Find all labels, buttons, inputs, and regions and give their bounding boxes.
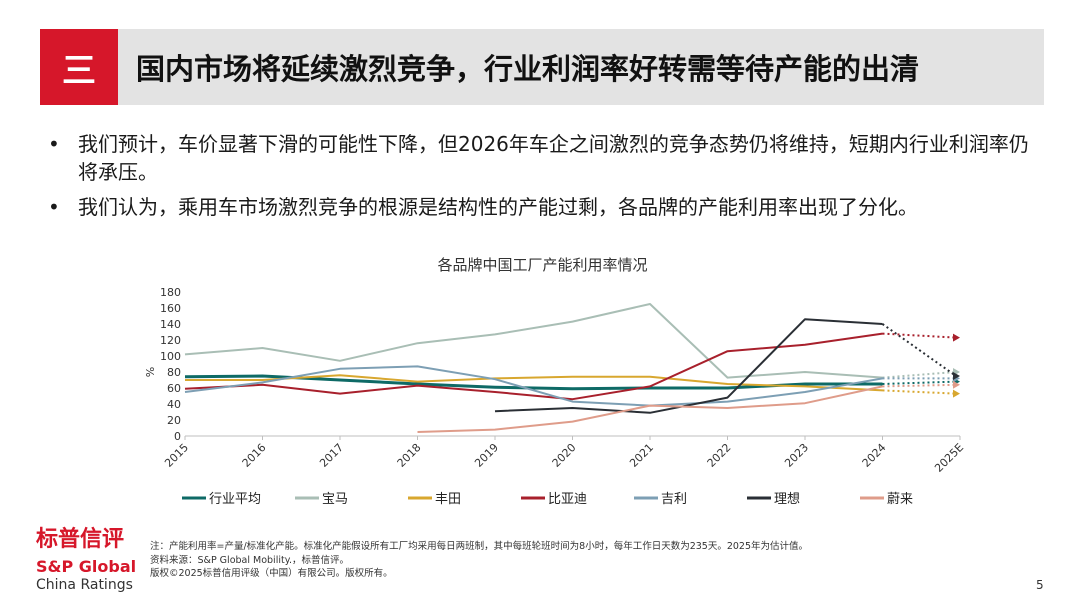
series-forecast-line xyxy=(882,383,957,388)
bullet-dot-icon: • xyxy=(48,132,60,156)
x-tick-label: 2021 xyxy=(627,441,656,470)
capacity-utilization-chart: 各品牌中国工厂产能利用率情况% 0 20 40 60 80 100 120 140 160 180 2… xyxy=(140,250,970,520)
x-tick-label: 2022 xyxy=(705,441,734,470)
series-forecast-line xyxy=(882,380,957,385)
legend-label: 行业平均 xyxy=(209,492,261,507)
title-bar xyxy=(40,29,1044,105)
bullet-text: 我们预计，车价显著下滑的可能性下降，但2026年车企之间激烈的竞争态势仍将维持，… xyxy=(78,132,1029,184)
bullet-text: 我们认为，乘用车市场激烈竞争的根源是结构性的产能过剩，各品牌的产能利用率出现了分… xyxy=(78,195,918,219)
series-line xyxy=(494,318,883,414)
x-tick-label: 2015 xyxy=(162,441,191,470)
section-number-badge: 三 xyxy=(40,29,118,105)
forecast-arrow-icon xyxy=(953,389,960,398)
footnote-definition: 注：产能利用率=产量/标准化产能。标准化产能假设所有工厂均采用每日两班制，其中每… xyxy=(150,541,809,552)
forecast-arrow-icon xyxy=(953,333,960,342)
series-line xyxy=(184,332,883,401)
logo-line-cn: 标普信评 xyxy=(36,527,125,552)
x-tick-label: 2017 xyxy=(317,441,346,470)
legend-label: 比亚迪 xyxy=(548,492,587,507)
y-axis-label: % xyxy=(144,367,157,377)
bullet-list: • 我们预计，车价显著下滑的可能性下降，但2026年车企之间激烈的竞争态势仍将维持… xyxy=(48,130,1048,228)
x-tick-label: 2023 xyxy=(782,441,811,470)
logo-line-brand: S&P Global xyxy=(36,557,137,576)
page-title: 国内市场将延续激烈竞争，行业利润率好转需等待产能的出清 xyxy=(136,52,920,86)
legend-label: 丰田 xyxy=(435,492,461,507)
y-tick-label: 20 xyxy=(167,414,181,427)
legend-label: 蔚来 xyxy=(887,492,913,507)
page-number: 5 xyxy=(1036,578,1044,592)
x-tick-label: 2020 xyxy=(550,441,579,470)
series-forecast-line xyxy=(881,323,957,377)
legend-label: 理想 xyxy=(774,491,800,507)
chart-svg: 各品牌中国工厂产能利用率情况% 0 20 40 60 80 100 120 140 160 180 2… xyxy=(144,256,966,507)
x-tick-label: 2016 xyxy=(240,441,269,470)
series-line xyxy=(184,365,883,407)
series-forecast-line xyxy=(882,389,957,395)
chart-title: 各品牌中国工厂产能利用率情况 xyxy=(437,256,647,274)
series-line xyxy=(184,303,883,379)
x-tick-label: 2018 xyxy=(395,441,424,470)
series-line xyxy=(417,385,883,433)
bullet-dot-icon: • xyxy=(48,195,60,219)
y-tick-label: 40 xyxy=(167,398,181,411)
x-tick-label: 2025E xyxy=(932,441,966,475)
y-tick-label: 120 xyxy=(160,334,181,347)
y-tick-label: 140 xyxy=(160,318,181,331)
footnotes: 注：产能利用率=产量/标准化产能。标准化产能假设所有工厂均采用每日两班制，其中每… xyxy=(150,540,808,581)
logo-line-sub: China Ratings xyxy=(36,577,133,593)
legend-label: 吉利 xyxy=(661,492,687,507)
y-tick-label: 180 xyxy=(160,286,181,299)
y-tick-label: 60 xyxy=(167,382,181,395)
footnote-copyright: 版权©2025标普信用评级（中国）有限公司。版权所有。 xyxy=(150,568,393,579)
x-tick-label: 2024 xyxy=(860,441,889,470)
y-tick-label: 0 xyxy=(174,430,181,443)
series-line xyxy=(185,374,883,392)
bullet-item: • 我们认为，乘用车市场激烈竞争的根源是结构性的产能过剩，各品牌的产能利用率出现了… xyxy=(48,193,1048,221)
y-tick-label: 160 xyxy=(160,302,181,315)
y-tick-label: 80 xyxy=(167,366,181,379)
company-logo: 标普信评 S&P Global China Ratings xyxy=(36,521,144,601)
series-forecast-line xyxy=(882,371,957,379)
series-forecast-line xyxy=(882,332,957,339)
forecast-arrow-icon xyxy=(953,372,960,380)
y-tick-label: 100 xyxy=(160,350,181,363)
bullet-item: • 我们预计，车价显著下滑的可能性下降，但2026年车企之间激烈的竞争态势仍将维持… xyxy=(48,130,1048,186)
footnote-source: 资料来源：S&P Global Mobility.，标普信评。 xyxy=(150,554,349,566)
forecast-arrow-icon xyxy=(953,380,960,389)
x-tick-label: 2019 xyxy=(472,441,501,470)
legend-label: 宝马 xyxy=(322,492,348,507)
